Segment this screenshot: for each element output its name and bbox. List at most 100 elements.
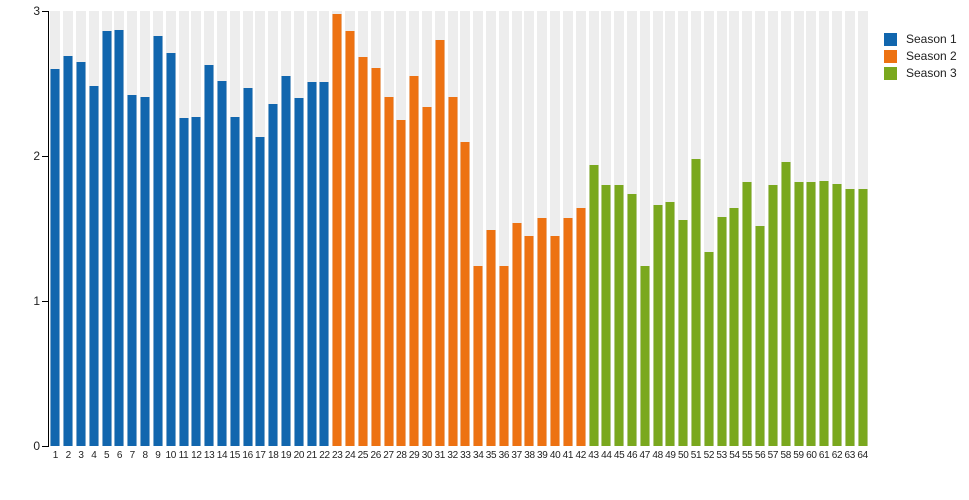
bar-season-2-ep-42 <box>576 208 586 446</box>
bar-slot <box>318 11 331 446</box>
x-tick-label: 42 <box>575 450 586 461</box>
bar-slot <box>241 11 254 446</box>
x-tick-label: 25 <box>357 450 369 461</box>
x-tick-label: 20 <box>293 450 305 461</box>
bar-season-2-ep-38 <box>524 235 534 446</box>
x-tick-label: 37 <box>511 450 522 461</box>
bar-season-3-ep-51 <box>691 158 701 446</box>
bar-slot <box>305 11 318 446</box>
bar-season-1-ep-5 <box>102 31 112 446</box>
legend-swatch <box>884 33 897 46</box>
bar-slot <box>49 11 62 446</box>
x-tick-label: 11 <box>178 450 189 461</box>
x-tick-label: 52 <box>703 450 715 461</box>
bar-season-1-ep-8 <box>140 96 150 446</box>
bar-season-1-ep-10 <box>166 53 176 446</box>
bar-slot <box>549 11 562 446</box>
bar-season-1-ep-15 <box>230 116 240 446</box>
x-tick-label: 46 <box>626 450 638 461</box>
bar-slot <box>831 11 844 446</box>
bar-slot <box>228 11 241 446</box>
bar-season-3-ep-47 <box>640 266 650 446</box>
bar-slot <box>216 11 229 446</box>
bar-slot <box>715 11 728 446</box>
x-tick-label: 47 <box>639 450 651 461</box>
bar-slot <box>164 11 177 446</box>
legend-item-season-1[interactable]: Season 1 <box>884 33 957 46</box>
background-stripe <box>524 11 535 446</box>
bar-slot <box>203 11 216 446</box>
bar-season-2-ep-27 <box>384 96 394 446</box>
bar-season-2-ep-41 <box>563 218 573 446</box>
y-tick-label: 0 <box>33 439 40 453</box>
x-tick-label: 58 <box>780 450 791 461</box>
bar-slot <box>459 11 472 446</box>
x-tick-label: 57 <box>767 450 779 461</box>
x-tick-label: 53 <box>716 450 727 461</box>
x-tick-label: 44 <box>601 450 612 461</box>
x-tick-label: 43 <box>588 450 599 461</box>
x-tick-label: 48 <box>652 450 663 461</box>
x-tick-label: 34 <box>472 450 484 461</box>
x-tick-label: 36 <box>498 450 510 461</box>
bar-slot <box>677 11 690 446</box>
x-tick-label: 41 <box>562 450 574 461</box>
bar-slot <box>446 11 459 446</box>
bar-season-3-ep-46 <box>627 193 637 446</box>
bar-slot <box>818 11 831 446</box>
x-tick-label: 60 <box>806 450 817 461</box>
y-tick-mark <box>42 11 48 12</box>
y-tick-mark <box>42 301 48 302</box>
bar-season-3-ep-57 <box>768 185 778 446</box>
legend-item-season-3[interactable]: Season 3 <box>884 67 957 80</box>
legend-item-season-2[interactable]: Season 2 <box>884 50 957 63</box>
legend-swatch <box>884 67 897 80</box>
x-tick-label: 23 <box>332 450 343 461</box>
bar-season-2-ep-32 <box>448 96 458 446</box>
bar-slot <box>126 11 139 446</box>
x-tick-label: 1 <box>52 450 59 461</box>
bar-slot <box>331 11 344 446</box>
bar-season-2-ep-40 <box>550 235 560 446</box>
bar-season-3-ep-52 <box>704 251 714 446</box>
bar-season-1-ep-17 <box>255 137 265 446</box>
bar-season-3-ep-49 <box>665 202 675 446</box>
x-tick-label: 9 <box>155 450 161 461</box>
x-tick-label: 51 <box>690 450 702 461</box>
bar-season-3-ep-48 <box>653 205 663 446</box>
x-tick-label: 40 <box>549 450 561 461</box>
x-tick-label: 6 <box>116 450 123 461</box>
bar-slot <box>421 11 434 446</box>
bar-slot <box>254 11 267 446</box>
bar-slot <box>267 11 280 446</box>
x-tick-label: 45 <box>613 450 625 461</box>
bar-slot <box>139 11 152 446</box>
y-tick-mark <box>42 446 48 447</box>
background-stripe <box>473 11 484 446</box>
bar-slot <box>395 11 408 446</box>
bar-slot <box>613 11 626 446</box>
bar-slot <box>280 11 293 446</box>
x-tick-label: 56 <box>754 450 766 461</box>
x-tick-label: 27 <box>383 450 394 461</box>
bar-season-1-ep-16 <box>243 87 253 446</box>
x-axis-labels: 1 2 3 4 5 6 7 8 9 10 11 12 13 14 15 16 17 18 19 20 21 22 23 24 2… <box>49 449 869 462</box>
bar-season-1-ep-18 <box>268 103 278 446</box>
x-tick-label: 5 <box>104 450 110 461</box>
bar-season-3-ep-60 <box>806 182 816 446</box>
x-tick-label: 30 <box>421 450 433 461</box>
bar-slot <box>177 11 190 446</box>
bar-slot <box>587 11 600 446</box>
bar-slot <box>574 11 587 446</box>
x-tick-label: 33 <box>460 450 471 461</box>
x-tick-label: 17 <box>255 450 266 461</box>
x-tick-label: 63 <box>844 450 856 461</box>
x-tick-label: 29 <box>408 450 420 461</box>
bar-slot <box>472 11 485 446</box>
bar-slot <box>626 11 639 446</box>
background-stripe <box>639 11 650 446</box>
bar-season-3-ep-55 <box>742 182 752 446</box>
legend-label: Season 2 <box>906 49 957 63</box>
bar-slot <box>562 11 575 446</box>
x-tick-label: 28 <box>396 450 407 461</box>
